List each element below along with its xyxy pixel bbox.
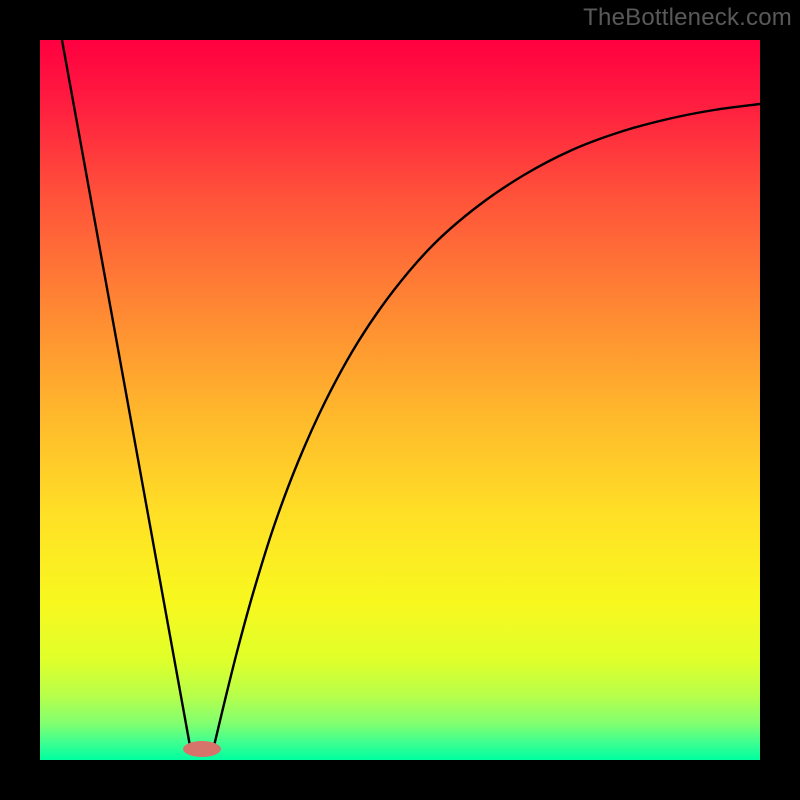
figure-stage: TheBottleneck.com [0, 0, 800, 800]
bottleneck-chart [0, 0, 800, 800]
gradient-plot-area [40, 40, 760, 760]
watermark-text: TheBottleneck.com [583, 4, 792, 32]
bottleneck-marker [183, 741, 221, 757]
